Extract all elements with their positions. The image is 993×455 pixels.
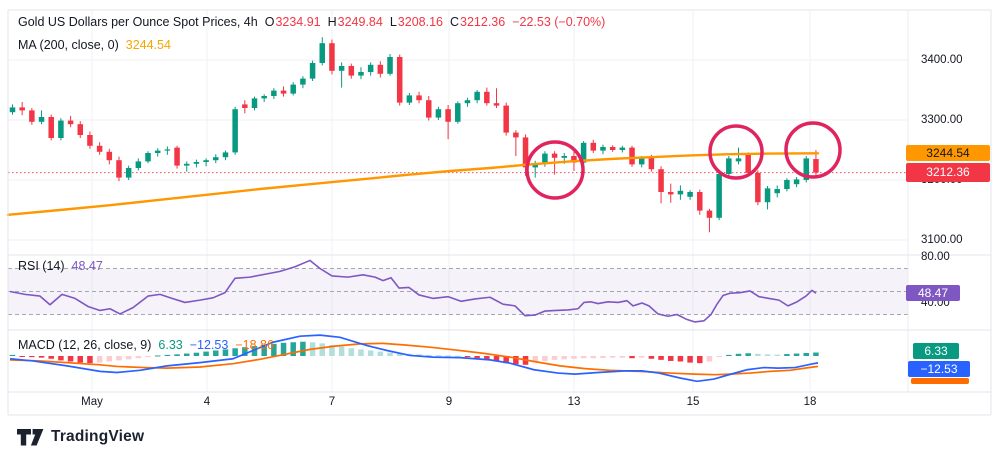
tradingview-branding[interactable]: TradingView xyxy=(17,428,144,446)
ma-indicator-header: MA (200, close, 0) 3244.54 xyxy=(18,38,171,53)
rsi-pane xyxy=(8,259,908,323)
ma-label: MA (200, close, 0) xyxy=(18,38,119,52)
annotation-circles xyxy=(525,121,842,200)
date-label-13[interactable]: 13 xyxy=(567,396,581,408)
rsi-axis-label-80[interactable]: 80.00 xyxy=(921,251,950,263)
ohlc-high: H 3249.84 xyxy=(327,15,383,29)
macd-line-badge: −12.53 xyxy=(908,361,970,377)
macd-hist-badge: 6.33 xyxy=(913,343,959,359)
macd-label: MACD (12, 26, close, 9) xyxy=(18,338,152,352)
rsi-value-badge: 48.47 xyxy=(906,285,960,301)
rsi-value: 48.47 xyxy=(71,259,103,273)
last-price-badge: 3212.36 xyxy=(906,163,990,182)
price-pane xyxy=(6,37,908,233)
symbol-header: Gold US Dollars per Ounce Spot Prices, 4… xyxy=(18,15,605,30)
rsi-indicator-header: RSI (14) 48.47 xyxy=(18,259,103,274)
pane-borders xyxy=(7,9,992,416)
macd-signal-badge-clipped xyxy=(911,378,969,384)
symbol-title: Gold US Dollars per Ounce Spot Prices, 4… xyxy=(18,15,258,29)
tradingview-logo-text: TradingView xyxy=(51,428,145,445)
macd-hist-value: 6.33 xyxy=(158,338,183,352)
rsi-label: RSI (14) xyxy=(18,259,65,273)
ohlc-open: O 3234.91 xyxy=(264,15,321,29)
date-label-18[interactable]: 18 xyxy=(803,396,817,408)
price-axis-label-3100[interactable]: 3100.00 xyxy=(921,234,963,246)
date-label-9[interactable]: 9 xyxy=(445,396,453,408)
ma-value-badge: 3244.54 xyxy=(906,145,990,161)
price-axis-label-3300[interactable]: 3300.00 xyxy=(921,114,963,126)
date-label-15[interactable]: 15 xyxy=(686,396,700,408)
ohlc-close: C 3212.36 xyxy=(449,15,506,29)
date-label-4[interactable]: 4 xyxy=(203,396,211,408)
macd-pane xyxy=(9,334,819,383)
ohlc-low: L 3208.16 xyxy=(389,15,443,29)
price-axis-label-3400[interactable]: 3400.00 xyxy=(921,54,963,66)
date-label-may[interactable]: May xyxy=(81,396,103,408)
price-change: −22.53 (−0.70%) xyxy=(512,15,606,29)
macd-line-value: −12.53 xyxy=(189,338,229,352)
macd-indicator-header: MACD (12, 26, close, 9) 6.33 −12.53 −18.… xyxy=(18,338,274,353)
tradingview-logo-icon xyxy=(17,428,44,445)
ma-value: 3244.54 xyxy=(125,38,171,52)
date-label-7[interactable]: 7 xyxy=(328,396,336,408)
macd-signal-value: −18.86 xyxy=(235,338,274,352)
